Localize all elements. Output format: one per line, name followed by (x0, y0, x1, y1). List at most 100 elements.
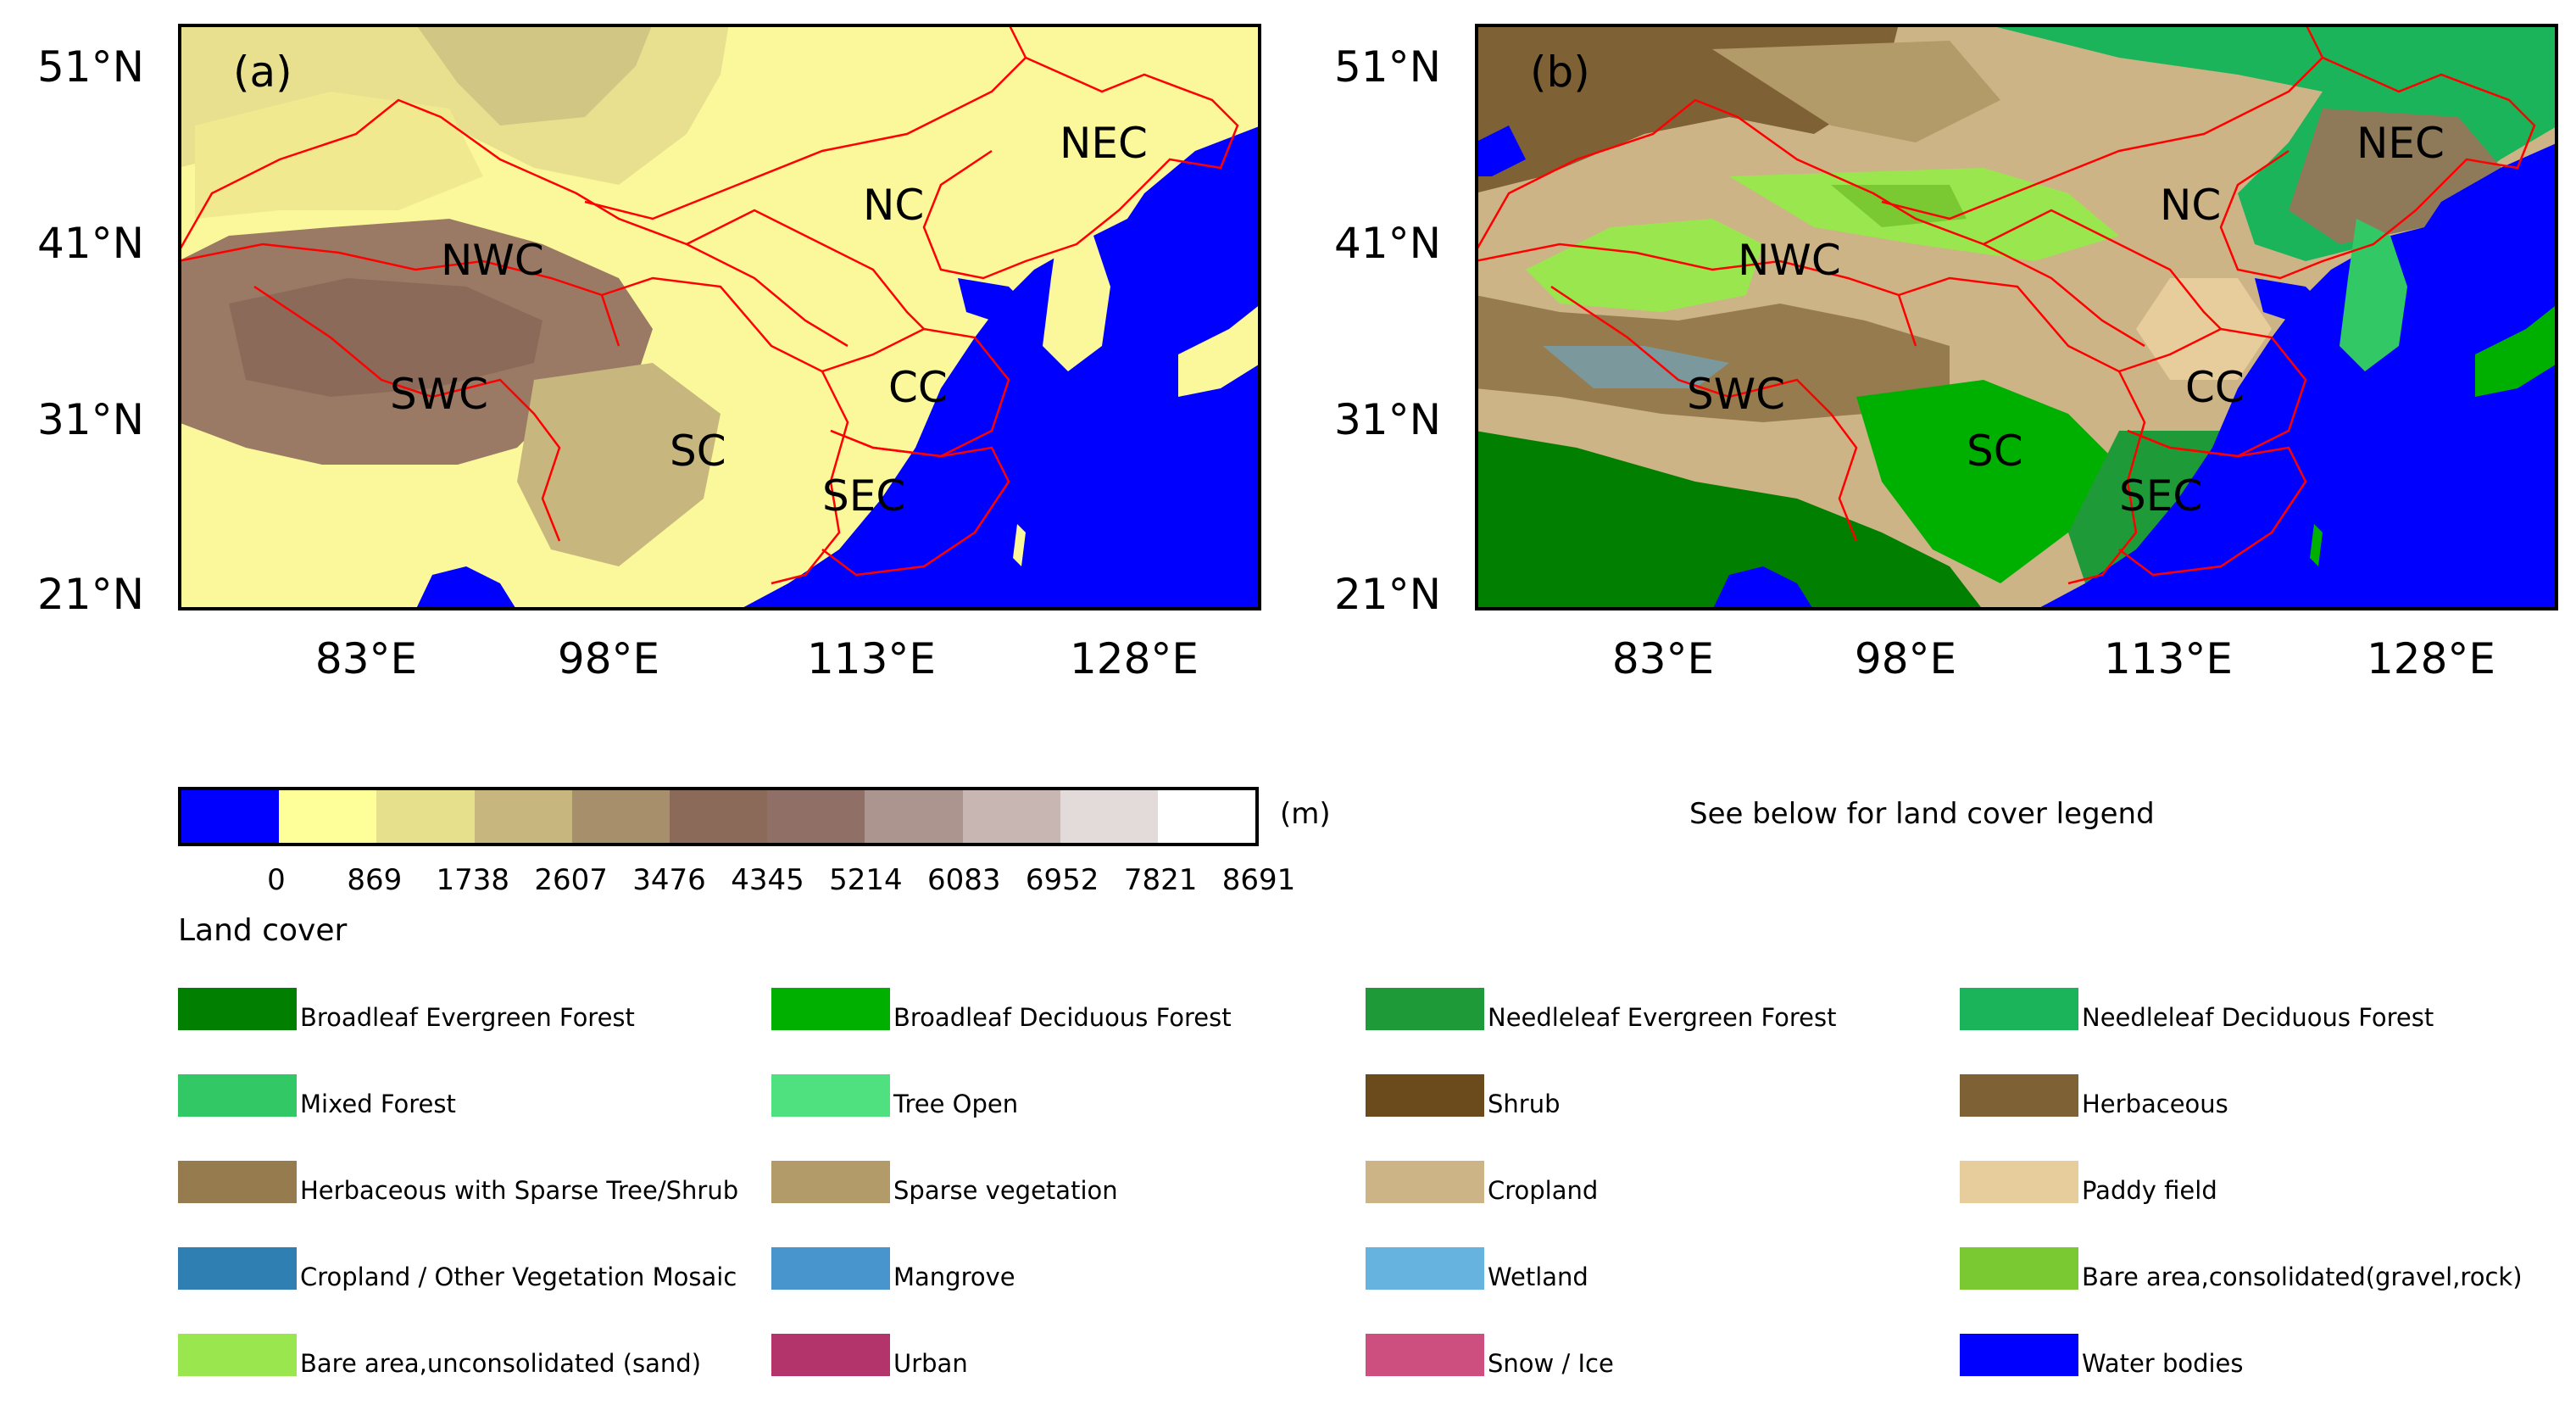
lake-balkhash (1475, 125, 1526, 176)
legend-swatch (178, 988, 297, 1030)
legend-item: Mangrove (771, 1247, 1015, 1290)
lon-tick-83e: 83°E (314, 634, 418, 683)
lon-tick-128e: 128°E (1069, 634, 1199, 683)
legend-label: Bare area,consolidated(gravel,rock) (2082, 1263, 2523, 1291)
region-boundaries (1475, 24, 2536, 585)
legend-item: Broadleaf Evergreen Forest (178, 988, 635, 1030)
panel-tag: (b) (1530, 47, 1590, 97)
lon-tick-98e: 98°E (557, 634, 660, 683)
lon-tick-113e: 113°E (2103, 634, 2234, 683)
legend-swatch (1960, 988, 2078, 1030)
colorbar-tick-label: 8691 (1221, 863, 1296, 897)
lon-tick-113e: 113°E (806, 634, 937, 683)
legend-label: Needleleaf Deciduous Forest (2082, 1003, 2434, 1032)
legend-label: Needleleaf Evergreen Forest (1488, 1003, 1837, 1032)
elevation-colorbar (178, 787, 1259, 846)
gobi-sparse (1712, 41, 2000, 142)
altai-highland (415, 24, 653, 125)
colorbar-tick-label: 6952 (1025, 863, 1099, 897)
legend-swatch (178, 1247, 297, 1290)
colorbar-unit: (m) (1280, 797, 1331, 831)
legend-label: Sparse vegetation (893, 1176, 1118, 1205)
colorbar-tick-label: 2607 (534, 863, 608, 897)
legend-label: Cropland / Other Vegetation Mosaic (300, 1263, 737, 1291)
colorbar-tick-label: 5214 (829, 863, 903, 897)
legend-item: Water bodies (1960, 1334, 2244, 1376)
region-label-swc: SWC (1687, 370, 1786, 419)
legend-swatch (1960, 1074, 2078, 1117)
korea-land (1043, 219, 1110, 371)
colorbar-tick-label: 0 (267, 863, 286, 897)
legend-item: Cropland (1366, 1161, 1598, 1203)
legend-swatch (771, 1161, 890, 1203)
legend-item: Herbaceous with Sparse Tree/Shrub (178, 1161, 738, 1203)
legend-label: Mangrove (893, 1263, 1015, 1291)
legend-item: Wetland (1366, 1247, 1588, 1290)
colorbar-tick-label: 7821 (1123, 863, 1198, 897)
colorbar-segment (376, 790, 475, 843)
legend-swatch (1960, 1247, 2078, 1290)
land-cover-map-panel: (b) NWC NC NEC SWC SC CC SEC (1475, 24, 2558, 610)
legend-item: Sparse vegetation (771, 1161, 1118, 1203)
colorbar-segment (474, 790, 572, 843)
bay-of-bengal (415, 566, 517, 610)
tibetan-core (229, 278, 542, 397)
legend-item: Needleleaf Deciduous Forest (1960, 988, 2434, 1030)
lat-tick-31n: 31°N (1333, 395, 1441, 444)
lon-tick-128e: 128°E (2366, 634, 2496, 683)
lat-tick-51n: 51°N (36, 42, 144, 92)
legend-swatch (178, 1074, 297, 1117)
colorbar-segment (1060, 790, 1158, 843)
yunnan-plateau (517, 363, 721, 566)
legend-item: Broadleaf Deciduous Forest (771, 988, 1232, 1030)
legend-swatch (771, 1247, 890, 1290)
colorbar-tick-label: 869 (347, 863, 403, 897)
land-cover-title: Land cover (178, 913, 348, 948)
legend-label: Cropland (1488, 1176, 1599, 1205)
lat-tick-41n: 41°N (36, 219, 144, 268)
south-china-forest (1856, 380, 2119, 583)
legend-label: Wetland (1488, 1263, 1588, 1291)
map-frame (178, 24, 1261, 610)
korea-land (2340, 219, 2407, 371)
legend-swatch (771, 1074, 890, 1117)
colorbar-segment (767, 790, 865, 843)
region-label-nec: NEC (2356, 119, 2445, 168)
colorbar-tick-label: 3476 (632, 863, 706, 897)
legend-item: Herbaceous (1960, 1074, 2228, 1117)
taiwan-land (2310, 524, 2323, 566)
tarim-basin (195, 92, 483, 219)
region-label-nc: NC (863, 181, 925, 230)
colorbar-segment (571, 790, 670, 843)
legend-swatch (771, 988, 890, 1030)
lon-tick-98e: 98°E (1854, 634, 1957, 683)
taiwan-land (1013, 524, 1026, 566)
tibet-herbaceous (1475, 295, 1950, 422)
legend-label: Mixed Forest (300, 1090, 456, 1118)
colorbar-segment (1157, 790, 1256, 843)
legend-swatch (178, 1161, 297, 1203)
lat-tick-21n: 21°N (1333, 570, 1441, 619)
south-west-forest (1475, 431, 1983, 610)
nwc-boundary (178, 98, 848, 348)
legend-label: Snow / Ice (1488, 1349, 1614, 1378)
land-cover-map (1475, 24, 2558, 610)
region-label-nwc: NWC (441, 236, 544, 285)
tibet-wetland (1543, 346, 1729, 388)
legend-swatch (1366, 1074, 1484, 1117)
region-label-nec: NEC (1060, 119, 1148, 168)
lat-tick-31n: 31°N (36, 395, 144, 444)
colorbar-segment (962, 790, 1060, 843)
swc-north-boundary (178, 243, 620, 347)
legend-item: Bare area,unconsolidated (sand) (178, 1334, 701, 1376)
legend-swatch (1960, 1334, 2078, 1376)
japan-land (1178, 304, 1261, 397)
northeast-plain-mix (2289, 109, 2509, 244)
region-label-cc: CC (888, 363, 948, 412)
region-boundaries (178, 24, 1239, 585)
legend-label: Herbaceous (2082, 1090, 2228, 1118)
legend-label: Bare area,unconsolidated (sand) (300, 1349, 702, 1378)
taklamakan-sand (1526, 219, 1763, 312)
legend-item: Bare area,consolidated(gravel,rock) (1960, 1247, 2523, 1290)
legend-swatch (1366, 1247, 1484, 1290)
